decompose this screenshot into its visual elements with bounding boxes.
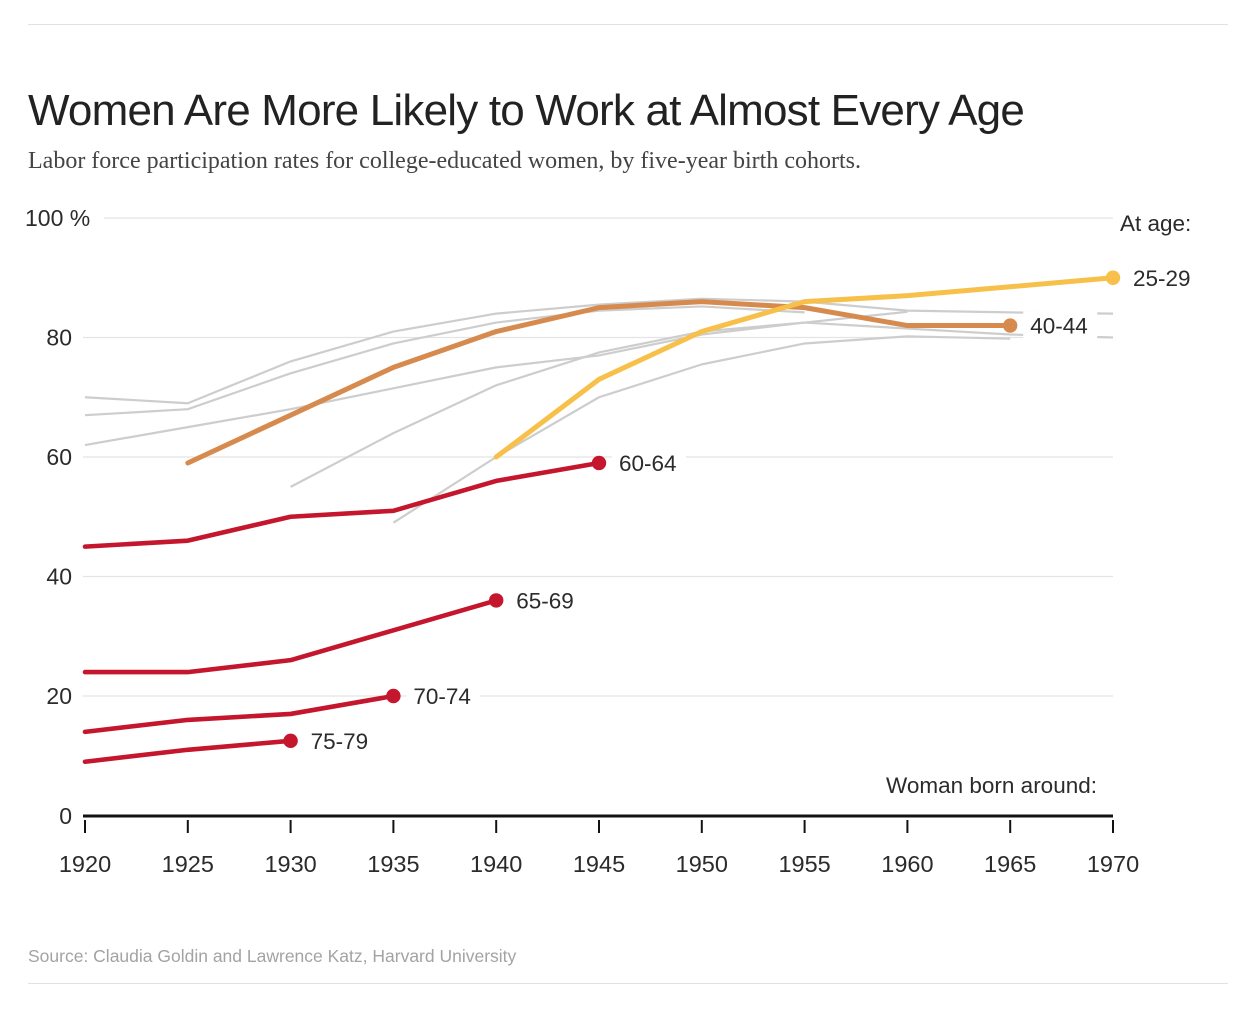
series-label-box-40-44 xyxy=(1023,311,1098,340)
x-axis-label-1920: 1920 xyxy=(59,851,111,877)
series-end-dot-70-74 xyxy=(386,688,401,704)
y-axis-label-20: 20 xyxy=(46,683,72,709)
series-end-dot-25-29 xyxy=(1105,270,1121,285)
legend-heading: At age: xyxy=(1120,211,1191,236)
x-axis-title: Woman born around: xyxy=(886,773,1097,798)
series-label-25-29: 25-29 xyxy=(1133,266,1191,291)
series-line-65-69 xyxy=(82,598,499,675)
series-label-75-79: 75-79 xyxy=(311,729,369,754)
background-cohort-line-1 xyxy=(84,297,1114,405)
series-label-box-70-74 xyxy=(406,682,481,710)
series-label-60-64: 60-64 xyxy=(619,451,677,476)
series-line-60-64 xyxy=(82,460,602,549)
series-label-box-60-64 xyxy=(612,448,686,477)
background-cohort-line-5 xyxy=(392,335,1011,524)
x-axis-label-1945: 1945 xyxy=(573,851,625,877)
x-axis-label-1965: 1965 xyxy=(984,851,1036,877)
x-axis-label-1955: 1955 xyxy=(778,851,830,877)
chart-subtitle: Labor force participation rates for coll… xyxy=(28,148,861,174)
bottom-divider xyxy=(28,983,1228,984)
source-note: Source: Claudia Goldin and Lawrence Katz… xyxy=(28,945,517,966)
y-axis-label-60: 60 xyxy=(46,444,72,470)
series-end-dot-60-64 xyxy=(591,455,607,471)
series-label-40-44: 40-44 xyxy=(1030,314,1088,339)
series-end-dot-75-79 xyxy=(283,733,298,749)
x-axis-label-1935: 1935 xyxy=(367,851,419,877)
y-axis-label-80: 80 xyxy=(46,325,72,351)
chart-title: Women Are More Likely to Work at Almost … xyxy=(28,86,1025,136)
series-end-dot-65-69 xyxy=(489,593,504,608)
background-cohort-line-4 xyxy=(290,321,1114,488)
series-label-box-25-29 xyxy=(1126,263,1200,292)
series-label-box-65-69 xyxy=(509,586,584,615)
series-line-75-79 xyxy=(82,738,293,765)
x-axis-label-1940: 1940 xyxy=(470,851,522,877)
series-line-25-29 xyxy=(493,275,1116,460)
x-axis-label-1960: 1960 xyxy=(881,851,933,877)
series-label-70-74: 70-74 xyxy=(413,684,471,709)
y-axis-label-100: 100 % xyxy=(25,205,90,231)
top-divider xyxy=(28,24,1228,25)
x-axis-label-1925: 1925 xyxy=(162,851,214,877)
x-axis-label-1970: 1970 xyxy=(1087,851,1139,877)
series-line-40-44 xyxy=(185,299,1013,466)
series-label-65-69: 65-69 xyxy=(516,588,574,613)
series-label-box-75-79 xyxy=(303,726,378,755)
series-line-70-74 xyxy=(82,693,396,735)
series-end-dot-40-44 xyxy=(1003,318,1018,333)
y-axis-label-40: 40 xyxy=(46,564,72,590)
x-axis-label-1950: 1950 xyxy=(676,851,728,877)
y-axis-label-0: 0 xyxy=(59,803,72,829)
x-axis-label-1930: 1930 xyxy=(264,851,316,877)
background-cohort-line-2 xyxy=(84,305,805,417)
